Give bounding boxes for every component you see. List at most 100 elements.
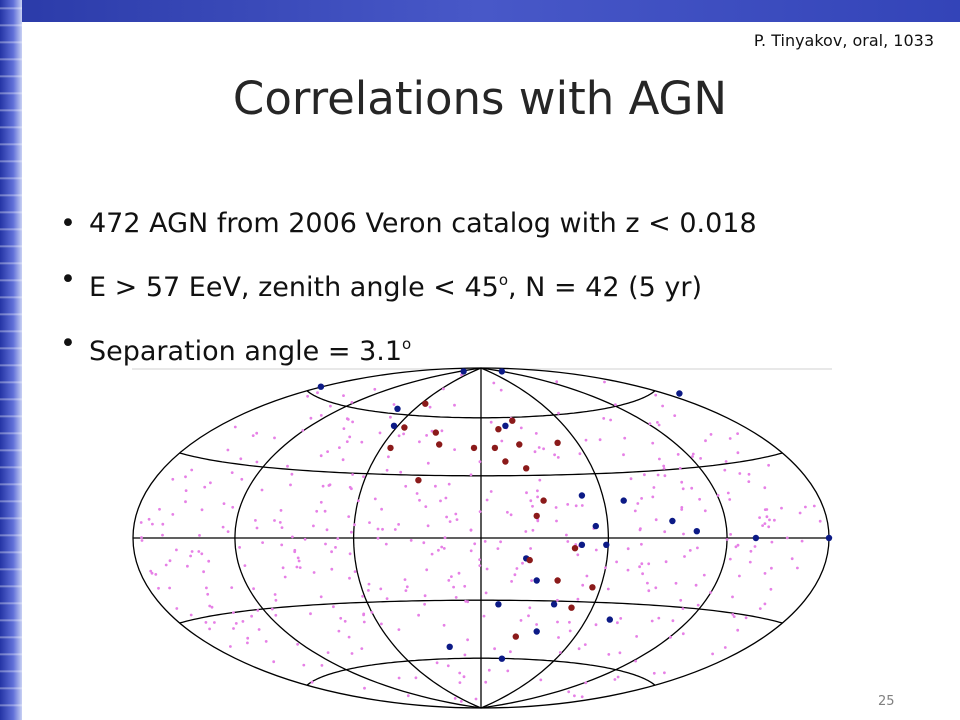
agn-point	[384, 542, 388, 546]
agn-point	[452, 585, 455, 589]
agn-point	[584, 681, 588, 685]
agn-point	[175, 607, 179, 610]
agn-point	[324, 542, 327, 546]
agn-point	[493, 647, 496, 651]
agn-point	[696, 546, 699, 550]
agn-point	[323, 509, 327, 513]
agn-point	[578, 452, 582, 456]
agn-point	[198, 534, 201, 537]
agn-point	[208, 604, 212, 608]
agn-point	[478, 510, 482, 513]
agn-point	[758, 516, 761, 519]
agn-point	[676, 453, 680, 456]
agn-point	[403, 578, 407, 581]
agn-point	[280, 543, 284, 547]
agn-point	[440, 429, 444, 433]
bullet-text: 472 AGN from 2006 Veron catalog with z <…	[89, 208, 757, 239]
agn-point	[380, 507, 383, 511]
agn-point	[723, 468, 727, 472]
agn-point	[397, 523, 400, 526]
agn-point	[423, 602, 426, 606]
agn-point	[728, 498, 732, 501]
agn-point	[513, 573, 517, 577]
agn-point	[556, 598, 559, 602]
agn-point	[580, 695, 584, 699]
event-point-correlated	[533, 512, 540, 520]
agn-point	[404, 589, 408, 592]
agn-point	[657, 423, 661, 427]
agn-point	[731, 613, 735, 616]
agn-point	[332, 605, 335, 609]
agn-point	[290, 472, 294, 476]
agn-point	[351, 473, 354, 476]
agn-point	[342, 427, 346, 430]
agn-point	[619, 617, 623, 620]
agn-point	[484, 680, 488, 684]
bullet-dot: •	[60, 264, 76, 295]
agn-point	[558, 651, 562, 654]
agn-point	[256, 609, 260, 612]
agn-point	[405, 585, 409, 589]
event-point-correlated	[387, 444, 394, 452]
event-point-correlated	[509, 417, 516, 424]
agn-point	[704, 439, 707, 443]
agn-point	[139, 521, 143, 524]
agn-point	[210, 605, 214, 609]
agn-point	[310, 680, 314, 684]
agn-point	[425, 434, 428, 437]
agn-point	[164, 563, 168, 567]
agn-point	[393, 528, 397, 531]
agn-point	[190, 468, 194, 472]
agn-point	[367, 582, 371, 586]
agn-point	[639, 527, 642, 530]
event-point-correlated	[523, 465, 530, 472]
agn-point	[765, 515, 769, 519]
event-point-uncorrelated	[523, 555, 530, 562]
agn-point	[691, 452, 695, 456]
agn-point	[635, 635, 638, 638]
agn-point	[251, 434, 255, 437]
event-point-uncorrelated	[578, 541, 586, 548]
agn-point	[736, 432, 739, 435]
agn-point	[293, 548, 297, 552]
agn-point	[654, 586, 658, 590]
agn-point	[424, 505, 428, 508]
agn-point	[246, 636, 250, 640]
agn-point	[566, 540, 570, 543]
agn-point	[770, 540, 774, 544]
agn-point	[399, 470, 403, 474]
agn-point	[681, 607, 685, 610]
agn-point	[568, 620, 571, 624]
agn-point	[604, 566, 607, 570]
agn-point	[671, 619, 675, 623]
agn-point	[640, 562, 644, 566]
agn-point	[664, 560, 668, 564]
agn-point	[189, 613, 193, 617]
event-point-correlated	[502, 458, 509, 465]
agn-point	[233, 425, 237, 429]
agn-point	[728, 437, 732, 440]
agn-point	[724, 460, 728, 463]
agn-point	[455, 518, 459, 521]
agn-point	[389, 415, 392, 419]
agn-point	[462, 675, 466, 679]
agn-point	[576, 597, 580, 601]
agn-point	[158, 507, 161, 511]
event-point-uncorrelated	[317, 383, 325, 390]
agn-point	[530, 579, 533, 582]
agn-point	[442, 547, 446, 550]
agn-point	[376, 527, 380, 531]
agn-point	[487, 668, 491, 672]
agn-point	[378, 431, 382, 435]
agn-points	[139, 373, 822, 703]
agn-point	[273, 436, 276, 440]
degree-superscript: o	[402, 335, 412, 353]
page-number: 25	[878, 694, 895, 709]
agn-point	[404, 484, 408, 488]
agn-point	[723, 646, 727, 649]
agn-point	[626, 568, 630, 572]
agn-point	[362, 612, 366, 616]
agn-point	[334, 546, 337, 549]
agn-point	[298, 566, 302, 569]
bullet-list: • 472 AGN from 2006 Veron catalog with z…	[60, 196, 757, 380]
